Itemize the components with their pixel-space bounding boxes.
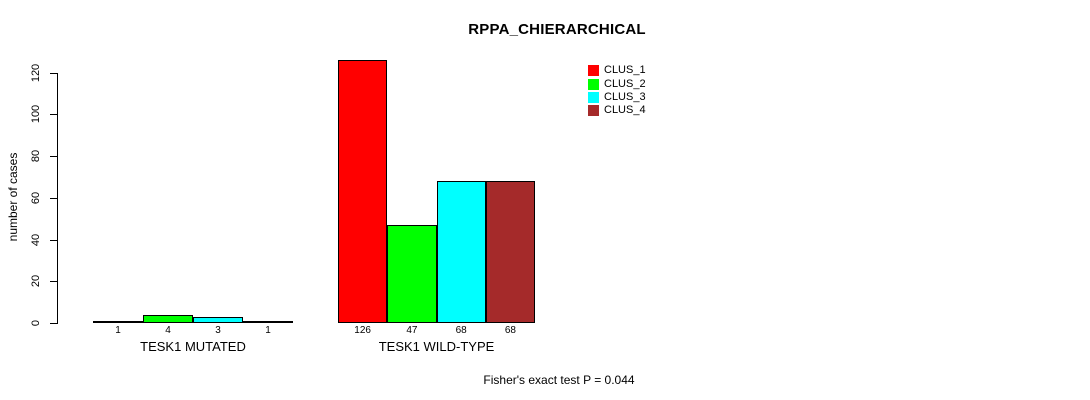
y-axis-tick	[50, 323, 57, 324]
y-axis-tick	[50, 281, 57, 283]
bar-value-label: 68	[455, 325, 467, 336]
y-axis-tick-label: 40	[30, 233, 42, 246]
y-axis-tick-label: 80	[30, 149, 42, 163]
annotation-text: Fisher's exact test P = 0.044	[483, 373, 635, 387]
legend-swatch-clus_2	[588, 78, 599, 90]
legend-label: CLUS_2	[604, 77, 646, 90]
bar-value-label: 1	[115, 325, 121, 336]
bar-clus_1-wildtype	[338, 60, 388, 323]
legend-swatch-clus_4	[588, 105, 599, 117]
legend-label: CLUS_3	[604, 90, 646, 103]
bar-value-label: 126	[354, 325, 371, 336]
bar-clus_1-mutated	[93, 320, 143, 323]
y-axis-tick-label: 0	[30, 319, 42, 327]
legend-item-clus_3: CLUS_3	[588, 91, 646, 104]
bar-value-label: 1	[265, 325, 271, 336]
y-axis-tick	[50, 72, 57, 74]
legend-swatch-clus_3	[588, 91, 599, 103]
y-axis-tick-label: 60	[30, 191, 42, 204]
bar-value-label: 3	[215, 325, 221, 336]
x-axis-group-label: TESK1 WILD-TYPE	[378, 339, 495, 354]
bar-value-label: 47	[406, 325, 418, 336]
legend-label: CLUS_1	[604, 64, 646, 77]
chart-title: RPPA_CHIERARCHICAL	[468, 21, 646, 38]
y-axis-tick-label: 120	[30, 63, 42, 82]
y-axis-line	[57, 72, 58, 324]
legend-item-clus_1: CLUS_1	[588, 64, 646, 77]
y-axis-tick-label: 20	[30, 275, 42, 288]
y-axis-tick-label: 100	[30, 105, 42, 124]
legend-item-clus_4: CLUS_4	[588, 104, 646, 117]
y-axis-tick	[50, 197, 57, 199]
y-axis-title: number of cases	[6, 152, 20, 242]
x-axis-group-label: TESK1 MUTATED	[140, 339, 246, 354]
legend: CLUS_1 CLUS_2 CLUS_3 CLUS_4	[588, 64, 646, 118]
legend-swatch-clus_1	[588, 65, 599, 77]
y-axis-tick	[50, 239, 57, 241]
bar-clus_4-mutated	[243, 320, 293, 323]
y-axis-tick	[50, 156, 57, 158]
bar-clus_2-wildtype	[387, 224, 437, 323]
legend-item-clus_2: CLUS_2	[588, 77, 646, 90]
bar-clus_4-wildtype	[485, 181, 535, 323]
bar-clus_2-mutated	[143, 314, 193, 323]
bar-value-label: 4	[165, 325, 171, 336]
legend-label: CLUS_4	[604, 104, 646, 117]
bar-clus_3-wildtype	[436, 181, 486, 323]
bar-value-label: 68	[504, 325, 516, 336]
y-axis-tick	[50, 114, 57, 116]
bar-clus_3-mutated	[193, 316, 243, 323]
